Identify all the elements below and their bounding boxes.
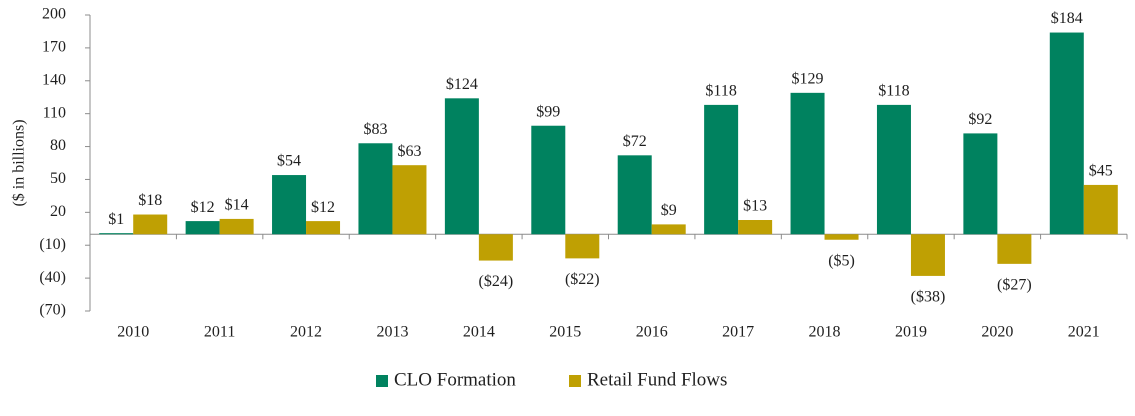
bar-clo-formation <box>358 143 393 235</box>
y-axis-title: ($ in billions) <box>11 119 28 206</box>
data-label: $9 <box>661 202 677 219</box>
y-tick-label: 20 <box>50 203 66 220</box>
x-tick-label: 2017 <box>722 324 754 341</box>
data-label: ($5) <box>828 252 855 269</box>
bar-clo-formation <box>99 233 134 235</box>
legend-swatch <box>569 375 581 387</box>
y-tick-label: 200 <box>42 6 66 23</box>
bar-clo-formation <box>617 155 652 235</box>
y-tick-label: 80 <box>50 137 66 154</box>
x-axis: 2010 2011 2012 2013 2014 2015 2016 2017 2018 2019… <box>89 233 1128 341</box>
data-label: $124 <box>446 76 478 93</box>
y-tick-label: (40) <box>39 269 66 286</box>
data-label: $83 <box>363 121 387 138</box>
data-label: $129 <box>792 71 824 88</box>
y-tick-label: (10) <box>39 236 66 253</box>
y-tick-label: 50 <box>50 170 66 187</box>
data-label: ($27) <box>997 277 1032 294</box>
data-label: $12 <box>311 199 335 216</box>
bar-retail-fund-flows <box>824 234 859 240</box>
x-tick-label: 2021 <box>1068 324 1100 341</box>
y-tick-label: 170 <box>42 39 66 56</box>
bar-clo-formation <box>531 125 566 235</box>
bar-retail-fund-flows <box>392 165 427 235</box>
data-label: $63 <box>397 143 421 160</box>
x-tick-label: 2020 <box>981 324 1013 341</box>
bar-retail-fund-flows <box>478 234 513 261</box>
bar-clo-formation <box>963 133 998 235</box>
x-tick-label: 2015 <box>549 324 581 341</box>
legend-label: Retail Fund Flows <box>587 369 727 390</box>
bar-clo-formation <box>272 175 307 235</box>
legend-swatch <box>376 375 388 387</box>
data-label: $72 <box>623 133 647 150</box>
data-label: $118 <box>705 83 736 100</box>
data-label: $54 <box>277 153 301 170</box>
data-label: $1 <box>108 211 124 228</box>
bar-retail-fund-flows <box>997 234 1032 264</box>
y-axis-title-group: ($ in billions) <box>11 119 28 206</box>
data-label: $92 <box>968 111 992 128</box>
x-tick-label: 2014 <box>463 324 495 341</box>
data-label: ($22) <box>565 271 600 288</box>
data-label: $184 <box>1051 10 1083 27</box>
y-tick-label: 140 <box>42 71 66 88</box>
x-tick-label: 2012 <box>290 324 322 341</box>
y-axis: 200 170 140 110 80 50 20 (10) (40) (70) <box>39 6 91 319</box>
data-label: $99 <box>536 103 560 120</box>
legend: CLO Formation Retail Fund Flows <box>376 369 727 390</box>
legend-label: CLO Formation <box>394 369 516 390</box>
x-tick-label: 2018 <box>809 324 841 341</box>
bar-clo-formation <box>185 221 220 235</box>
y-tick-label: 110 <box>43 104 66 121</box>
bar-clo-formation <box>876 104 911 235</box>
data-label: ($24) <box>479 273 514 290</box>
data-label: $118 <box>878 83 909 100</box>
y-tick-label: (70) <box>39 302 66 319</box>
bar-retail-fund-flows <box>219 218 254 235</box>
bar-retail-fund-flows <box>133 214 168 235</box>
bar-clo-formation <box>704 104 739 235</box>
bar-retail-fund-flows <box>565 234 600 259</box>
bar-retail-fund-flows <box>1083 184 1118 235</box>
x-tick-label: 2019 <box>895 324 927 341</box>
data-label: $14 <box>225 197 249 214</box>
x-tick-label: 2013 <box>376 324 408 341</box>
data-label: ($38) <box>911 289 946 306</box>
bar-clo-formation <box>790 92 825 235</box>
data-label: $18 <box>138 192 162 209</box>
bar-retail-fund-flows <box>910 234 945 276</box>
x-tick-label: 2011 <box>204 324 235 341</box>
data-label: $12 <box>191 199 215 216</box>
bar-retail-fund-flows <box>651 224 686 235</box>
bar-retail-fund-flows <box>306 221 341 235</box>
bar-clo-formation <box>444 98 479 235</box>
x-tick-label: 2010 <box>117 324 149 341</box>
x-tick-label: 2016 <box>636 324 668 341</box>
data-labels-group: $1 $12 $54 $83 $124 $99 $72 $118 $129 $118 $92 $184… <box>108 10 1113 305</box>
bar-retail-fund-flows <box>738 220 773 235</box>
bars-group <box>99 32 1118 276</box>
data-label: $13 <box>743 198 767 215</box>
data-label: $45 <box>1089 163 1113 180</box>
bar-clo-formation <box>1049 32 1084 235</box>
